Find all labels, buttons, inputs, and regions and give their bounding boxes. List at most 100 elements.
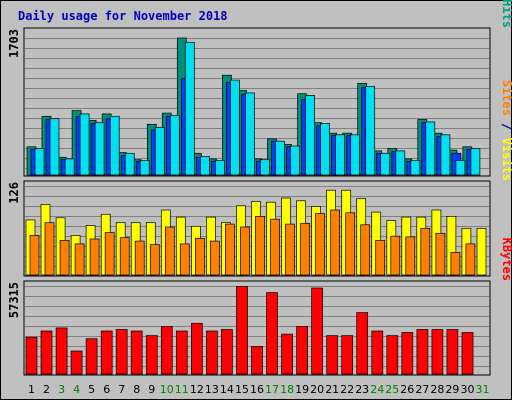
bar-sites (29, 235, 40, 276)
x-tick-label: 24 (370, 383, 384, 396)
bar-pages (139, 160, 150, 176)
y-max-label: 126 (7, 182, 21, 204)
bar-kbytes (326, 335, 339, 375)
y-max-label: 57315 (7, 282, 21, 318)
x-tick-label: 29 (445, 383, 459, 396)
legend-entry: / (500, 116, 512, 138)
chart-panels: 1703 Pages / Files / Hits 126 Sites / Visit… (7, 0, 512, 376)
bar-kbytes (266, 292, 278, 375)
bar-pages (305, 95, 315, 176)
bar-kbytes (70, 350, 83, 375)
y-max-label: 1703 (7, 29, 21, 58)
bar-pages (124, 152, 135, 176)
bar-sites (179, 243, 190, 276)
bar-sites (465, 243, 476, 276)
x-tick-label: 21 (325, 383, 339, 396)
bar-kbytes (100, 330, 113, 375)
bar-pages (275, 140, 285, 176)
bar-kbytes (401, 332, 414, 375)
legend-entry: Sites (500, 80, 512, 116)
x-tick-label: 30 (461, 383, 475, 396)
bar-pages (470, 148, 481, 176)
bar-kbytes (115, 329, 128, 375)
x-tick-label: 10 (160, 383, 174, 396)
bar-sites (345, 212, 356, 276)
bar-pages (365, 86, 376, 176)
bar-kbytes (446, 329, 459, 375)
bar-kbytes (130, 330, 143, 375)
bar-kbytes (461, 332, 474, 375)
bar-sites (149, 244, 160, 276)
x-tick-label: 28 (430, 383, 444, 396)
x-tick-label: 9 (148, 383, 155, 396)
x-tick-label: 8 (133, 383, 140, 396)
bar-pages (425, 121, 436, 176)
x-tick-label: 4 (73, 383, 80, 396)
bar-sites (210, 240, 220, 276)
x-tick-label: 22 (340, 383, 354, 396)
bar-pages (230, 79, 240, 176)
bar-sites (300, 223, 310, 276)
x-tick-label: 18 (280, 383, 294, 396)
bar-sites (270, 218, 280, 276)
bar-pages (34, 148, 45, 176)
bar-pages (109, 115, 120, 176)
bar-pages (184, 41, 195, 176)
panel-pages: 1703 Pages / Files / Hits (7, 0, 512, 177)
bar-pages (410, 160, 421, 176)
bar-pages (94, 122, 105, 176)
bar-kbytes (206, 330, 218, 375)
bar-sites (420, 228, 431, 276)
bar-kbytes (236, 286, 248, 375)
bar-sites (134, 240, 145, 276)
bar-pages (154, 127, 165, 176)
bar-sites (89, 238, 100, 276)
x-tick-label: 25 (385, 383, 399, 396)
bar-kbytes (160, 326, 173, 375)
x-tick-label: 5 (88, 383, 95, 396)
bar-sites (195, 237, 205, 276)
bar-sites (315, 213, 325, 276)
bar-sites (74, 243, 85, 276)
bar-pages (290, 145, 300, 176)
x-tick-label: 16 (250, 383, 264, 396)
bar-kbytes (311, 287, 323, 375)
bar-kbytes (296, 326, 308, 375)
bar-visits (476, 228, 487, 276)
bar-sites (225, 223, 235, 276)
bar-sites (255, 216, 265, 276)
bar-sites (240, 226, 250, 276)
bar-sites (285, 223, 295, 276)
bar-sites (119, 237, 130, 276)
bar-sites (44, 222, 55, 276)
bar-kbytes (371, 330, 384, 375)
x-tick-label: 27 (415, 383, 429, 396)
bar-kbytes (341, 335, 354, 375)
legend-entry: Hits (500, 0, 512, 28)
bar-kbytes (40, 330, 53, 375)
bar-sites (360, 224, 371, 276)
bar-kbytes (386, 335, 399, 375)
bar-pages (350, 134, 361, 176)
bar-sites (104, 232, 115, 276)
legend-entry: Visits (500, 138, 512, 181)
bar-sites (390, 235, 401, 276)
x-tick-label: 13 (205, 383, 219, 396)
bar-pages (245, 92, 255, 176)
x-tick-label: 2 (43, 383, 50, 396)
bar-pages (79, 113, 90, 176)
x-tick-label: 17 (265, 383, 279, 396)
bar-sites (405, 236, 416, 276)
x-tick-label: 7 (118, 383, 125, 396)
bar-kbytes (85, 338, 98, 375)
bar-sites (330, 209, 340, 276)
bar-pages (64, 158, 75, 176)
x-tick-label: 1 (28, 383, 35, 396)
bar-pages (335, 134, 345, 176)
bar-kbytes (25, 336, 38, 375)
panel-visits: 126 Sites / Visits (7, 80, 512, 277)
x-tick-label: 15 (235, 383, 249, 396)
x-tick-label: 31 (476, 383, 490, 396)
bar-kbytes (175, 330, 188, 375)
